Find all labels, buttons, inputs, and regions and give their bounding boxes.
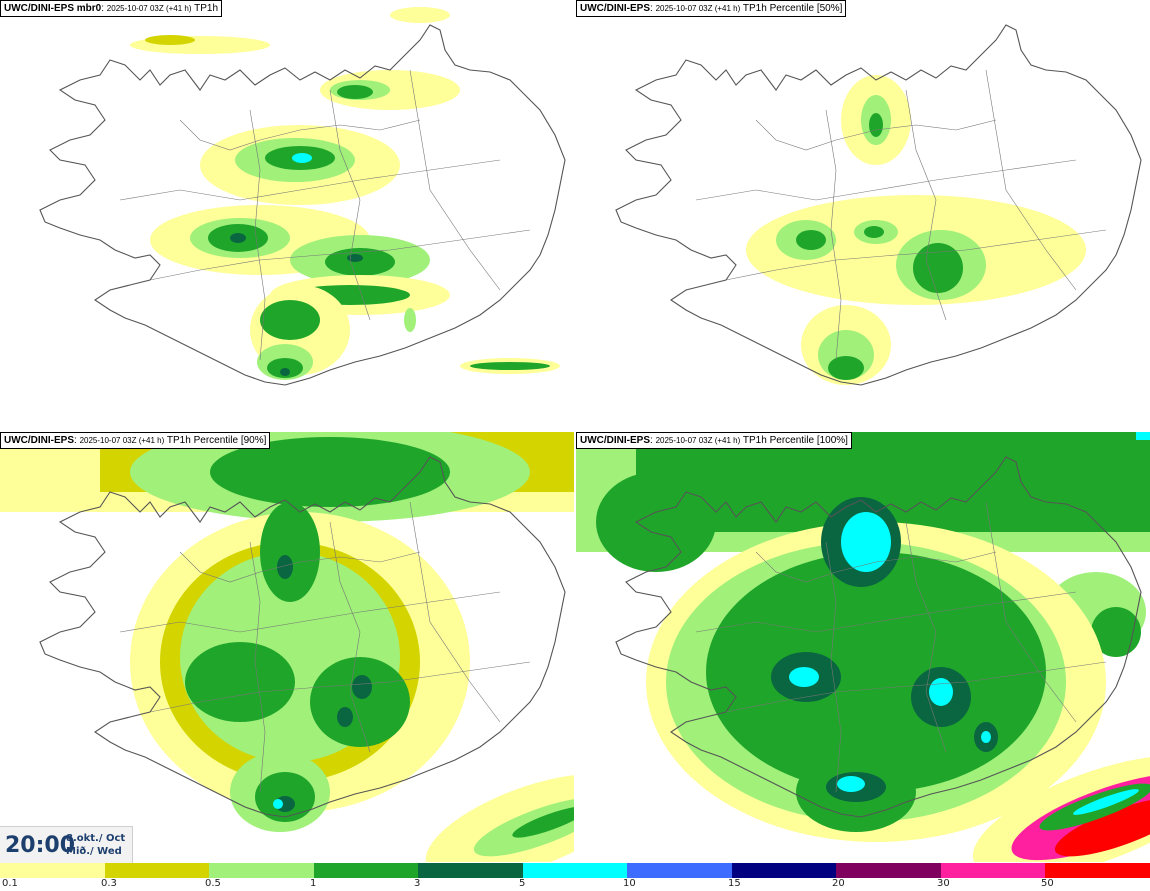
legend-tick-label: 30 <box>937 878 950 889</box>
legend-swatch <box>523 863 628 878</box>
legend-tick-label: 5 <box>519 878 526 889</box>
legend-tick-label: 20 <box>832 878 845 889</box>
panel-divider-horizontal <box>0 430 1150 432</box>
legend-swatch <box>1045 863 1150 878</box>
model-name: UWC/DINI-EPS mbr0 <box>4 3 102 14</box>
map-panel-mbr0: UWC/DINI-EPS mbr0: 2025-10-07 03Z (+41 h… <box>0 0 574 430</box>
model-name: UWC/DINI-EPS <box>580 435 650 446</box>
field-name: TP1h Percentile [100%] <box>742 435 848 446</box>
precip-shading <box>576 432 1150 862</box>
field-name: TP1h <box>194 3 219 14</box>
legend-swatch <box>0 863 105 878</box>
legend-swatch <box>105 863 210 878</box>
precip-shading <box>0 432 574 862</box>
run-time: 2025-10-07 03Z (+41 h) <box>655 4 741 13</box>
precip-map <box>615 24 1142 386</box>
legend-tick-label: 0.1 <box>2 878 18 889</box>
color-legend: 0.1 0.3 0.5 1 3 5 10 15 20 30 50 <box>0 862 1150 891</box>
map-panel-p90: UWC/DINI-EPS: 2025-10-07 03Z (+41 h) TP1… <box>0 432 574 862</box>
legend-tick-label: 0.3 <box>101 878 117 889</box>
valid-time-box: 20:00 8.okt./ Oct Mið./ Wed <box>0 826 133 863</box>
precip-shading <box>130 7 560 380</box>
legend-swatch <box>732 863 837 878</box>
model-name: UWC/DINI-EPS <box>4 435 74 446</box>
legend-tick-label: 10 <box>623 878 636 889</box>
run-time: 2025-10-07 03Z (+41 h) <box>655 436 741 445</box>
legend-tick-label: 15 <box>728 878 741 889</box>
run-time: 2025-10-07 03Z (+41 h) <box>106 4 192 13</box>
panel-title: UWC/DINI-EPS: 2025-10-07 03Z (+41 h) TP1… <box>0 432 271 449</box>
map-panel-p50: UWC/DINI-EPS: 2025-10-07 03Z (+41 h) TP1… <box>576 0 1150 430</box>
field-name: TP1h Percentile [50%] <box>742 3 843 14</box>
precip-map <box>39 7 566 386</box>
valid-date: 8.okt./ Oct Mið./ Wed <box>66 832 125 858</box>
legend-swatch <box>418 863 523 878</box>
legend-tick-label: 0.5 <box>205 878 221 889</box>
valid-day-label: Mið./ Wed <box>66 846 122 857</box>
model-name: UWC/DINI-EPS <box>580 3 650 14</box>
legend-tick-label: 50 <box>1041 878 1054 889</box>
panel-title: UWC/DINI-EPS: 2025-10-07 03Z (+41 h) TP1… <box>576 432 852 449</box>
legend-tick-label: 1 <box>310 878 317 889</box>
legend-swatch <box>314 863 419 878</box>
legend-swatch <box>941 863 1046 878</box>
precip-shading <box>746 75 1086 385</box>
legend-swatch <box>627 863 732 878</box>
legend-swatch <box>836 863 941 878</box>
valid-time: 20:00 <box>5 833 76 858</box>
legend-tick-label: 3 <box>414 878 421 889</box>
panel-title: UWC/DINI-EPS: 2025-10-07 03Z (+41 h) TP1… <box>576 0 847 17</box>
map-panel-p100: UWC/DINI-EPS: 2025-10-07 03Z (+41 h) TP1… <box>576 432 1150 862</box>
legend-swatch <box>209 863 314 878</box>
panel-title: UWC/DINI-EPS mbr0: 2025-10-07 03Z (+41 h… <box>0 0 223 17</box>
valid-date-label: 8.okt./ Oct <box>66 833 126 844</box>
precip-map <box>0 432 574 862</box>
field-name: TP1h Percentile [90%] <box>166 435 267 446</box>
precip-map <box>576 432 1150 862</box>
run-time: 2025-10-07 03Z (+41 h) <box>79 436 165 445</box>
